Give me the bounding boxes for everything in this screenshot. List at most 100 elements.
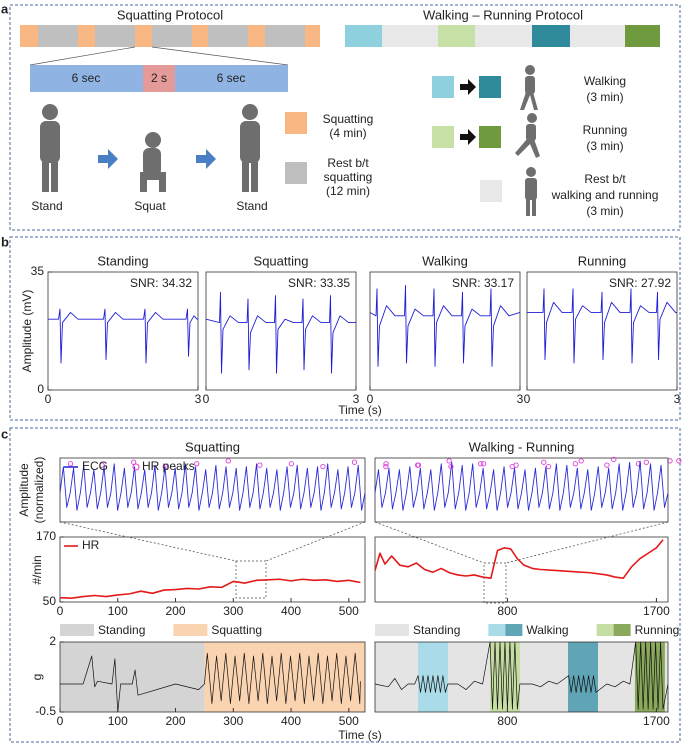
- hr-peak: [572, 461, 578, 467]
- x-tick-label: 800: [497, 714, 517, 728]
- legend-swatch: [479, 76, 501, 98]
- hr-peak: [604, 462, 610, 468]
- hr-peak: [667, 458, 673, 464]
- x-tick-label: 3: [195, 392, 202, 406]
- protocol-segment: [570, 25, 625, 47]
- person-walk: [520, 65, 538, 110]
- legend-label: Walking: [584, 74, 626, 88]
- plot-frame: [205, 271, 357, 391]
- person-stand: [240, 104, 260, 192]
- panel-label: b: [1, 234, 9, 249]
- x-tick-label: 0: [203, 392, 210, 406]
- legend-swatch: [60, 624, 94, 636]
- y-tick-label: 35: [31, 264, 45, 278]
- legend-label: Squatting: [323, 112, 374, 126]
- chart-title: Squatting: [254, 253, 309, 268]
- plot-frame: [374, 641, 669, 713]
- plot-frame: [47, 271, 199, 391]
- x-tick-label: 300: [223, 604, 243, 618]
- hr-peak: [383, 463, 389, 470]
- x-tick-label: 3: [353, 392, 360, 406]
- hr-peak: [162, 463, 168, 470]
- legend-label: Standing: [413, 623, 460, 637]
- region: [204, 642, 365, 712]
- chart-title: Walking - Running: [469, 439, 575, 454]
- x-tick-label: 400: [281, 604, 301, 618]
- protocol-segment: [78, 25, 95, 47]
- data-line: [60, 463, 365, 511]
- y-tick-label: 2: [49, 634, 56, 648]
- protocol-segment: [625, 25, 660, 47]
- x-tick-label: 0: [524, 392, 531, 406]
- y-axis-label: (normalized): [32, 457, 46, 524]
- pose-label: Stand: [236, 199, 267, 213]
- data-line: [527, 288, 677, 364]
- panel-frame: [9, 4, 681, 231]
- legend-label: Running: [635, 623, 680, 637]
- x-tick-label: 0: [57, 714, 64, 728]
- protocol-segment: [152, 25, 192, 47]
- data-line: [375, 642, 668, 710]
- arrow: [460, 79, 476, 95]
- legend-label: Rest b/t: [584, 172, 626, 186]
- timing-block: [143, 65, 175, 92]
- x-tick-label: 300: [223, 714, 243, 728]
- chart-title: Squatting: [185, 439, 240, 454]
- data-line: [375, 539, 664, 579]
- y-axis-label: #/min: [30, 555, 44, 584]
- data-line: [48, 308, 198, 364]
- region: [60, 642, 205, 712]
- protocol-segment: [208, 25, 248, 47]
- protocol-segment: [382, 25, 438, 47]
- hr-peak: [225, 458, 231, 464]
- person-squat: [140, 132, 166, 192]
- legend-label: (3 min): [586, 204, 623, 218]
- protocol-segment: [192, 25, 208, 47]
- plot-frame: [526, 271, 678, 391]
- panel-label: c: [1, 426, 8, 441]
- hr-peak: [611, 456, 617, 463]
- hr-peak: [351, 459, 358, 465]
- legend-swatch: [285, 162, 307, 184]
- plot-frame: [374, 536, 669, 603]
- y-tick-label: -0.5: [35, 704, 56, 718]
- x-tick-label: 1700: [643, 714, 670, 728]
- legend-swatch: [505, 624, 523, 636]
- hr-peak: [478, 461, 484, 467]
- y-tick-label: 50: [43, 594, 57, 608]
- protocol-segment: [20, 25, 38, 47]
- protocol-title: Walking – Running Protocol: [423, 7, 583, 22]
- hr-peak: [480, 461, 487, 467]
- hr-peak: [676, 458, 682, 464]
- legend-label: walking and running: [551, 188, 659, 202]
- x-tick-label: 0: [367, 392, 374, 406]
- hr-peak: [513, 462, 519, 468]
- y-tick-label: 0: [37, 382, 44, 396]
- data-line: [60, 652, 361, 712]
- legend-label: Squatting: [211, 623, 262, 637]
- timing-block: [30, 65, 143, 92]
- plot-frame: [59, 536, 366, 603]
- protocol-segment: [265, 25, 305, 47]
- protocol-segment: [438, 25, 475, 47]
- legend-swatch: [613, 624, 631, 636]
- person-run: [515, 113, 540, 158]
- plot-frame: [59, 641, 366, 713]
- legend-label: HR peaks: [142, 459, 195, 473]
- x-tick-label: 200: [166, 714, 186, 728]
- hr-peak: [257, 462, 263, 468]
- x-tick-label: 500: [339, 714, 359, 728]
- hr-peak: [545, 463, 552, 470]
- x-tick-label: 100: [108, 604, 128, 618]
- x-axis-label: Time (s): [338, 403, 382, 417]
- x-tick-label: 500: [339, 604, 359, 618]
- x-tick-label: 200: [166, 604, 186, 618]
- legend-swatch: [285, 112, 307, 134]
- hr-peak: [288, 461, 295, 467]
- y-axis-label: Amplitude: [17, 463, 31, 517]
- chart-title: Standing: [97, 253, 148, 268]
- y-axis-label: Amplitude (mV): [20, 290, 34, 373]
- plot-frame: [369, 271, 521, 391]
- y-tick-label: 170: [36, 529, 56, 543]
- zoom-line: [151, 46, 289, 66]
